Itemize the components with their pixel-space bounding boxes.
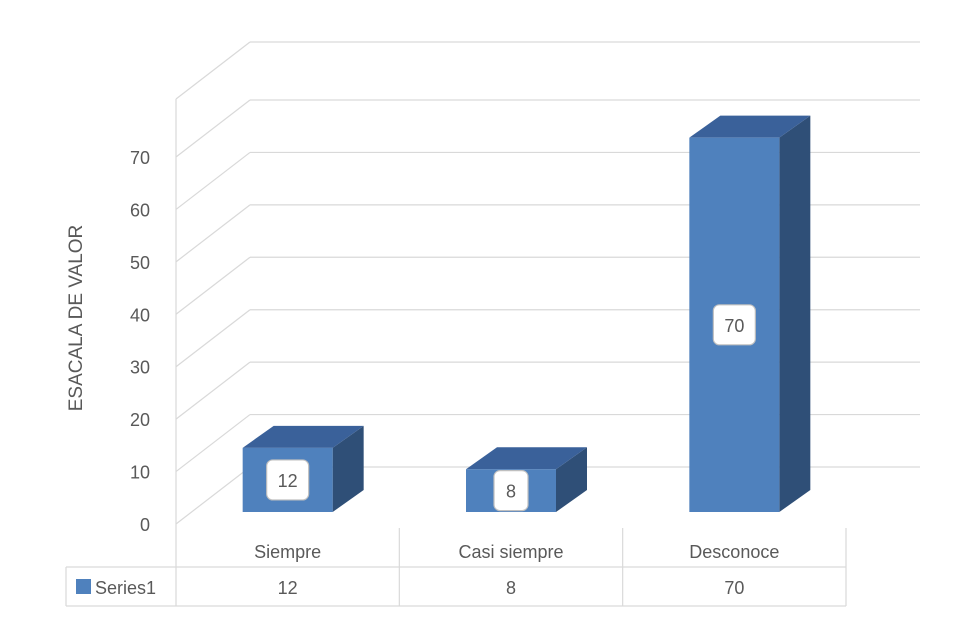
bar-side-face <box>332 425 364 512</box>
data-label: 70 <box>712 304 756 346</box>
bar-desconoce <box>689 115 811 512</box>
legend-swatch <box>76 579 91 594</box>
table-value: 12 <box>278 578 298 598</box>
bar-side-face <box>556 447 587 512</box>
y-tick-label: 30 <box>130 358 150 378</box>
gridline-side <box>175 361 251 420</box>
gridline-side <box>175 41 251 100</box>
x-tick-label: Desconoce <box>689 542 779 562</box>
data-label-box <box>266 459 310 501</box>
gridline-side <box>175 99 251 158</box>
gridline-side <box>175 256 251 315</box>
gridline-side <box>175 151 251 210</box>
y-axis-ticks: 0 10 20 30 40 50 60 70 <box>130 148 150 535</box>
y-tick-label: 70 <box>130 148 150 168</box>
data-label: 8 <box>493 470 529 512</box>
table-value: 70 <box>724 578 744 598</box>
y-tick-label: 40 <box>130 305 150 325</box>
data-label-text: 8 <box>506 482 516 502</box>
gridline-side <box>175 204 251 263</box>
bar-top-face <box>242 425 364 448</box>
y-tick-label: 60 <box>130 200 150 220</box>
y-tick-label: 50 <box>130 253 150 273</box>
y-tick-label: 20 <box>130 410 150 430</box>
x-tick-label: Casi siempre <box>458 542 563 562</box>
table-value: 8 <box>506 578 516 598</box>
y-tick-label: 0 <box>140 515 150 535</box>
gridline-side <box>175 466 251 525</box>
y-tick-label: 10 <box>130 463 150 483</box>
bar-top-face <box>689 115 811 138</box>
gridline-side <box>175 414 251 473</box>
data-label: 12 <box>266 459 310 501</box>
gridline-side <box>175 309 251 368</box>
data-label-box <box>712 304 756 346</box>
legend-series-label: Series1 <box>95 578 156 598</box>
data-labels: 12 8 70 <box>266 304 756 512</box>
bar-side-face <box>779 115 811 512</box>
data-label-text: 70 <box>724 316 744 336</box>
data-table: Siempre 12 Casi siempre 8 Desconoce 70 Series1 <box>65 524 847 607</box>
data-label-text: 12 <box>278 471 298 491</box>
data-label-box <box>493 470 529 512</box>
bar-top-face <box>466 447 587 470</box>
x-tick-label: Siempre <box>254 542 321 562</box>
y-axis-label: ESACALA DE VALOR <box>66 225 87 412</box>
